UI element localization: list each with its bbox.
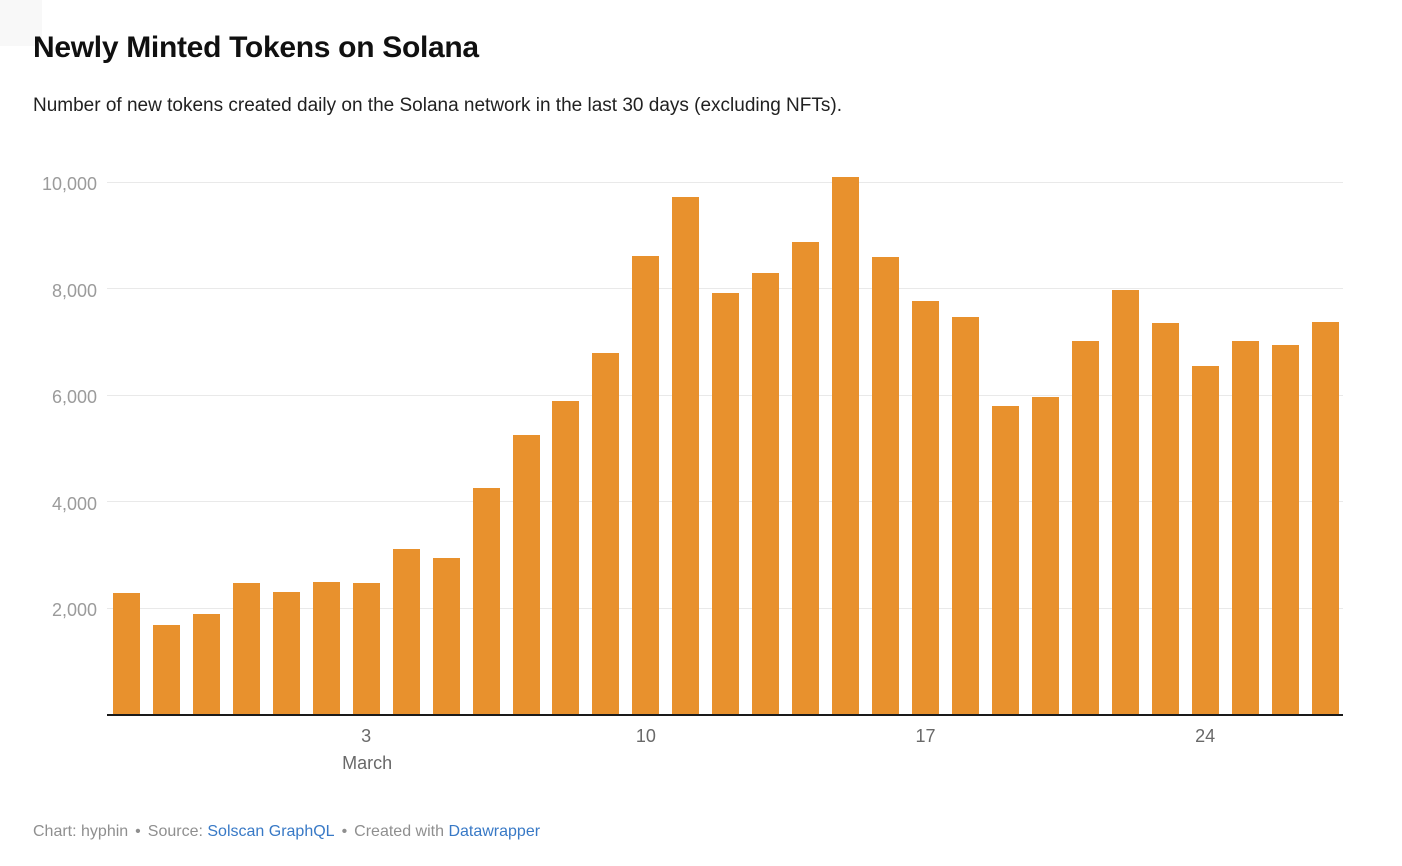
bar-mar-4[interactable] (392, 548, 420, 715)
y-axis-tick-label: 2,000 (51, 600, 97, 621)
bar-mar-14[interactable] (792, 242, 820, 715)
chart-subtitle: Number of new tokens created daily on th… (33, 95, 842, 116)
x-axis-tick-label: 24 (1195, 726, 1216, 746)
bar-mar-10[interactable] (632, 255, 660, 715)
bar-mar-1[interactable] (272, 591, 300, 715)
bar-mar-26[interactable] (1271, 345, 1299, 715)
bar-mar-19[interactable] (991, 406, 1019, 715)
bar-mar-3[interactable] (352, 583, 380, 715)
y-axis-tick-label: 4,000 (51, 493, 97, 514)
footer-separator: • (135, 823, 141, 840)
y-axis-tick-label: 8,000 (51, 280, 97, 301)
x-axis-tick-label: 10 (635, 726, 656, 746)
footer-separator: • (341, 823, 348, 840)
x-axis-line (107, 714, 1343, 716)
bar-mar-20[interactable] (1031, 396, 1059, 715)
created-with-label: Created with (354, 823, 444, 840)
bar-mar-24[interactable] (1191, 365, 1219, 715)
gridline-10000 (107, 181, 1343, 183)
chart-footer: Chart: hyphin • Source: Solscan GraphQL • Cr… (33, 822, 540, 843)
bar-feb-26[interactable] (113, 592, 140, 715)
source-link[interactable]: Solscan GraphQL (207, 823, 335, 840)
bar-feb-29[interactable] (232, 582, 260, 715)
x-axis-tick-label: 17 (915, 726, 936, 746)
bar-mar-5[interactable] (432, 558, 460, 715)
bar-mar-9[interactable] (592, 352, 620, 715)
chart-title: Newly Minted Tokens on Solana (33, 31, 479, 64)
bar-mar-13[interactable] (752, 272, 780, 715)
bar-mar-2[interactable] (312, 581, 340, 715)
bar-mar-15[interactable] (832, 176, 860, 715)
bar-mar-11[interactable] (672, 196, 700, 715)
bar-feb-28[interactable] (192, 614, 220, 715)
datawrapper-link[interactable]: Datawrapper (448, 823, 541, 840)
bar-mar-8[interactable] (552, 401, 580, 715)
bar-mar-6[interactable] (472, 488, 500, 715)
bar-mar-12[interactable] (712, 293, 740, 715)
x-axis-month-label: March (342, 753, 393, 773)
bar-mar-22[interactable] (1111, 290, 1139, 715)
chart-credit: Chart: hyphin (33, 823, 129, 840)
y-axis-tick-label: 10,000 (41, 174, 97, 194)
bar-mar-7[interactable] (512, 434, 540, 715)
bar-mar-25[interactable] (1231, 340, 1259, 715)
bar-mar-23[interactable] (1151, 323, 1179, 715)
bar-mar-27[interactable] (1311, 322, 1339, 715)
x-axis-tick-label: 3 (361, 726, 372, 746)
window-corner-artifact (0, 0, 42, 46)
bar-mar-21[interactable] (1071, 340, 1099, 715)
bar-mar-16[interactable] (872, 256, 900, 715)
bar-feb-27[interactable] (152, 624, 180, 715)
source-label: Source: (147, 823, 203, 840)
bar-mar-17[interactable] (912, 301, 939, 715)
bar-mar-18[interactable] (951, 316, 979, 715)
y-axis-tick-label: 6,000 (51, 387, 97, 408)
gridline-8000 (107, 288, 1343, 290)
